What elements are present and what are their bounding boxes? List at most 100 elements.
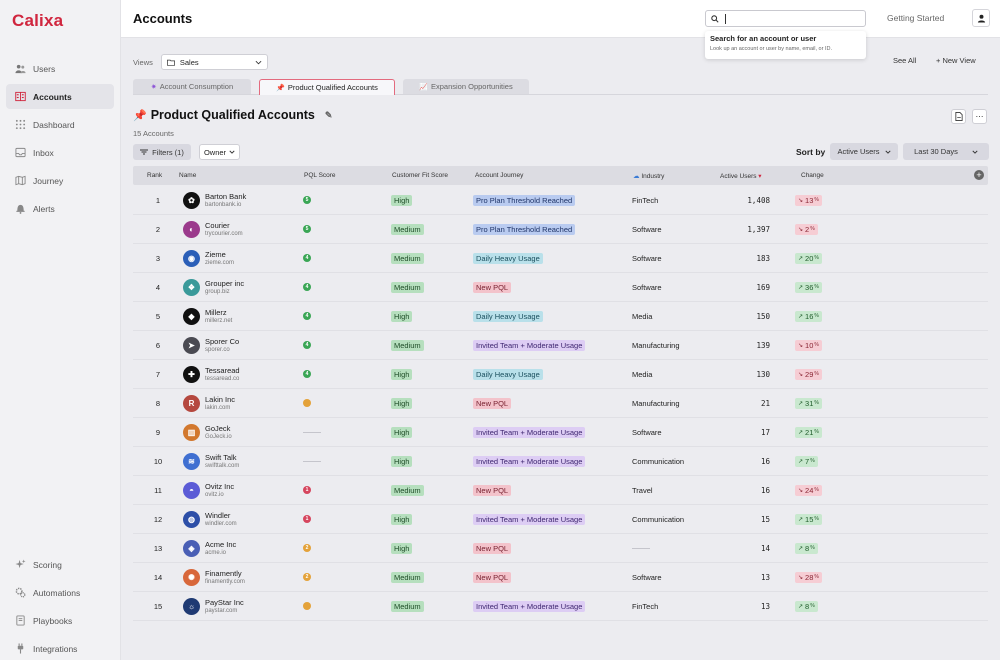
sort-range-select[interactable]: Last 30 Days (903, 143, 989, 160)
sidebar-item-scoring[interactable]: Scoring (6, 552, 114, 577)
pql-score-cell (303, 592, 311, 620)
account-name-cell[interactable]: Zieme zieme.com (205, 244, 234, 272)
account-name[interactable]: PayStar Inc (205, 598, 244, 607)
getting-started-link[interactable]: Getting Started (887, 13, 945, 23)
tab-label: Expansion Opportunities (431, 82, 513, 91)
column-header-active-users[interactable]: Active Users ▾ (720, 172, 762, 180)
account-name-cell[interactable]: Grouper inc group.biz (205, 273, 244, 301)
column-header-customer-fit[interactable]: Customer Fit Score (392, 172, 448, 179)
tab-account-consumption[interactable]: ✷ Account Consumption (133, 79, 251, 94)
column-header-industry[interactable]: ☁ Industry (633, 172, 664, 180)
account-name[interactable]: Ovitz Inc (205, 482, 235, 491)
table-row[interactable]: 8 R Lakin Inc lakin.com High New PQL Manufactu… (133, 389, 988, 418)
account-name-cell[interactable]: Courier trycourier.com (205, 215, 243, 243)
column-header-name[interactable]: Name (179, 172, 197, 179)
table-row[interactable]: 15 ☼ PayStar Inc paystar.com Medium Invited T… (133, 592, 988, 621)
account-name[interactable]: Finamently (205, 569, 242, 578)
account-name-cell[interactable]: Windler windler.com (205, 505, 237, 533)
rank-cell: 10 (153, 456, 163, 466)
account-name-cell[interactable]: Sporer Co sporer.co (205, 331, 239, 359)
pql-score-cell (303, 389, 311, 417)
account-name-cell[interactable]: GoJeck GoJeck.io (205, 418, 232, 446)
views-select[interactable]: Sales (160, 54, 268, 70)
table-row[interactable]: 1 ✿ Barton Bank bartonbank.io 5 High Pro Plan … (133, 186, 988, 215)
views-row: Views Sales (133, 54, 268, 70)
table-row[interactable]: 2 ◐ Courier trycourier.com 5 Medium Pro Plan T… (133, 215, 988, 244)
tab-product-qualified-accounts[interactable]: 📌 Product Qualified Accounts (259, 79, 395, 95)
change-badge: ↗ 31% (795, 397, 822, 409)
table-row[interactable]: 4 ❖ Grouper inc group.biz 4 Medium New PQL Soft… (133, 273, 988, 302)
account-name-cell[interactable]: Ovitz Inc ovitz.io (205, 476, 234, 504)
account-name-cell[interactable]: Swift Talk swifttalk.com (205, 447, 239, 475)
sidebar-item-dashboard[interactable]: Dashboard (6, 112, 114, 137)
new-view-button[interactable]: + New View (936, 56, 976, 65)
account-name[interactable]: Lakin Inc (205, 395, 236, 404)
export-button[interactable] (951, 109, 966, 124)
sidebar-item-alerts[interactable]: Alerts (6, 196, 114, 221)
table-row[interactable]: 7 ✚ Tessaread tessaread.co 4 High Daily Heavy … (133, 360, 988, 389)
account-name[interactable]: Grouper inc (205, 279, 245, 288)
edit-icon[interactable]: ✎ (324, 109, 333, 120)
search-input[interactable] (705, 10, 866, 27)
account-name[interactable]: Millerz (205, 308, 227, 317)
table-row[interactable]: 12 ◍ Windler windler.com 1 High Invited Team +… (133, 505, 988, 534)
add-column-icon[interactable]: + (974, 170, 984, 180)
see-all-link[interactable]: See All (893, 56, 917, 65)
search-dropdown[interactable]: Search for an account or user Look up an… (705, 31, 866, 59)
account-name[interactable]: Acme Inc (205, 540, 237, 549)
account-logo: ☼ (183, 592, 201, 620)
trend-up-icon: ↗ (798, 603, 804, 610)
table-row[interactable]: 3 ◉ Zieme zieme.com 4 Medium Daily Heavy Usage… (133, 244, 988, 273)
company-logo-icon: R (183, 394, 200, 412)
trend-down-icon: ↘ (798, 342, 804, 349)
column-header-change[interactable]: Change (801, 172, 824, 179)
sidebar-item-accounts[interactable]: Accounts (6, 84, 114, 109)
owner-filter[interactable]: Owner (199, 144, 240, 160)
table-row[interactable]: 6 ➤ Sporer Co sporer.co 4 Medium Invited Team … (133, 331, 988, 360)
table-row[interactable]: 14 ✺ Finamently finamently.com 2 Medium New PQ… (133, 563, 988, 592)
account-name-cell[interactable]: Tessaread tessaread.co (205, 360, 240, 388)
column-header-rank[interactable]: Rank (147, 172, 163, 179)
sidebar-item-journey[interactable]: Journey (6, 168, 114, 193)
more-options-button[interactable]: ⋯ (972, 109, 987, 124)
table-row[interactable]: 10 ≋ Swift Talk swifttalk.com High Invited Te… (133, 447, 988, 476)
sort-desc-icon: ▾ (758, 173, 762, 180)
sidebar-item-users[interactable]: Users (6, 56, 114, 81)
sidebar-item-automations[interactable]: Automations (6, 580, 114, 605)
account-name-cell[interactable]: Millerz millerz.net (205, 302, 232, 330)
account-name-cell[interactable]: PayStar Inc paystar.com (205, 592, 244, 620)
sort-field-select[interactable]: Active Users (830, 143, 898, 160)
table-row[interactable]: 11 ◓ Ovitz Inc ovitz.io 1 Medium New PQL Travel… (133, 476, 988, 505)
company-logo-icon: ≋ (183, 452, 200, 470)
account-name[interactable]: Courier (205, 221, 230, 230)
user-menu-button[interactable] (972, 9, 990, 27)
account-name[interactable]: GoJeck (205, 424, 231, 433)
column-header-pql-score[interactable]: PQL Score (304, 172, 336, 179)
page-title: Accounts (133, 11, 193, 26)
account-name-cell[interactable]: Acme Inc acme.io (205, 534, 236, 562)
active-users-cell: 1,408 (747, 195, 770, 205)
column-header-industry-label: Industry (641, 173, 665, 180)
top-bar: Accounts Getting Started (121, 0, 1000, 38)
account-name[interactable]: Zieme (205, 250, 226, 259)
account-name-cell[interactable]: Lakin Inc lakin.com (205, 389, 235, 417)
account-domain: bartonbank.io (205, 202, 242, 208)
sidebar-item-inbox[interactable]: Inbox (6, 140, 114, 165)
filters-button[interactable]: Filters (1) (133, 144, 191, 160)
account-name[interactable]: Tessaread (205, 366, 240, 375)
account-name[interactable]: Sporer Co (205, 337, 240, 346)
table-row[interactable]: 9 ▥ GoJeck GoJeck.io High Invited Team + Mode… (133, 418, 988, 447)
account-name-cell[interactable]: Finamently finamently.com (205, 563, 245, 591)
table-row[interactable]: 13 ◈ Acme Inc acme.io 2 High New PQL 14 ↗ 8% (133, 534, 988, 563)
sidebar-item-playbooks[interactable]: Playbooks (6, 608, 114, 633)
account-name[interactable]: Windler (205, 511, 231, 520)
sidebar-item-integrations[interactable]: Integrations (6, 636, 114, 660)
table-row[interactable]: 5 ◆ Millerz millerz.net 4 High Daily Heavy Usa… (133, 302, 988, 331)
account-name[interactable]: Swift Talk (205, 453, 237, 462)
app-logo[interactable]: Calixa (12, 11, 64, 30)
customer-fit-cell: Medium (391, 592, 424, 620)
account-name-cell[interactable]: Barton Bank bartonbank.io (205, 186, 246, 214)
tab-expansion-opportunities[interactable]: 📈 Expansion Opportunities (403, 79, 529, 94)
column-header-account-journey[interactable]: Account Journey (475, 172, 524, 179)
account-name[interactable]: Barton Bank (205, 192, 247, 201)
